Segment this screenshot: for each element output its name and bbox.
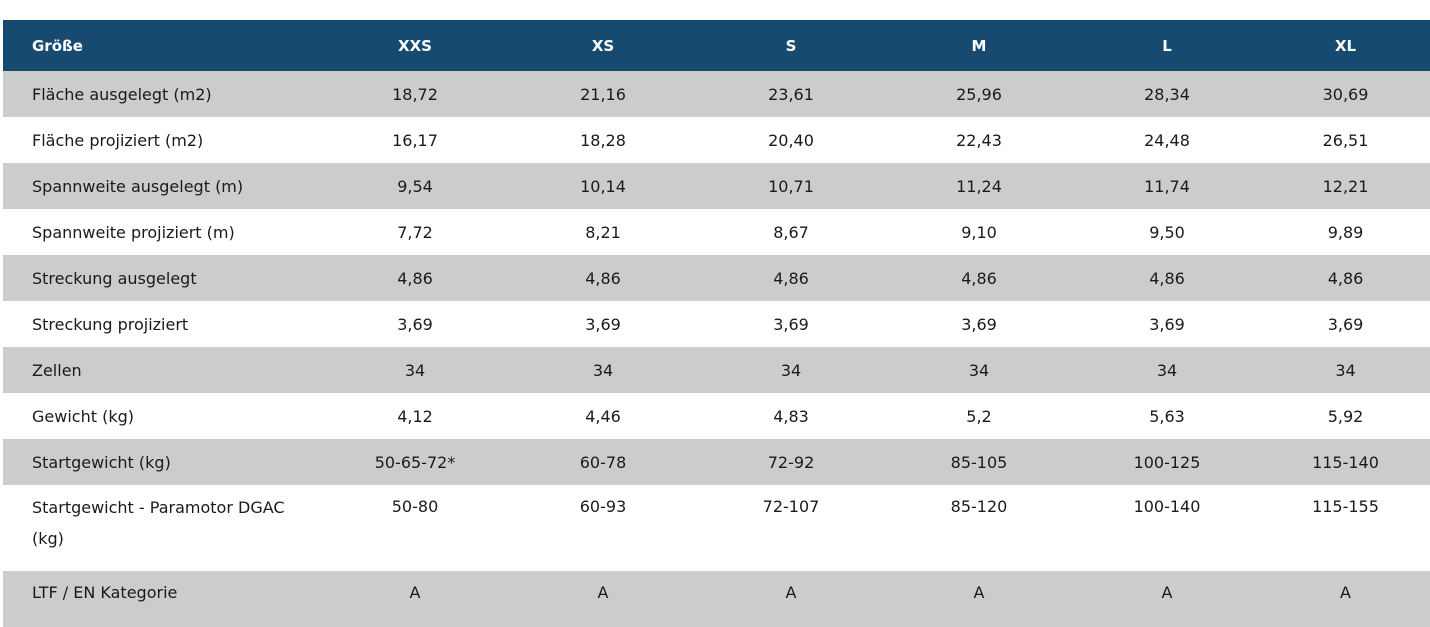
table-cell: 16,17 [392,130,438,150]
table-cell: 10,14 [580,176,626,196]
row-label: Gewicht (kg) [32,406,134,426]
table-cell: 25,96 [956,84,1002,104]
table-cell: 18,72 [392,84,438,104]
header-size-xs: XS [591,36,615,55]
table-cell: 4,83 [773,406,809,426]
header-size-l: L [1162,36,1172,55]
table-cell: 20,40 [768,130,814,150]
table-cell: 3,69 [1149,314,1185,334]
table-row: Streckung ausgelegt 4,86 4,86 4,86 4,86 … [3,255,1430,301]
row-label: Streckung ausgelegt [32,268,197,288]
table-cell: A [409,583,421,602]
table-cell: 22,43 [956,130,1002,150]
table-cell: A [597,583,609,602]
table-cell: 11,74 [1144,176,1190,196]
header-size-m: M [971,36,987,55]
table-cell: 60-78 [579,452,627,472]
row-label: LTF / EN Kategorie [32,583,178,602]
table-cell: 12,21 [1322,176,1369,196]
row-label: Startgewicht - Paramotor DGAC (kg) [32,498,285,548]
table-row: Fläche projiziert (m2) 16,17 18,28 20,40… [3,117,1430,163]
row-label: Zellen [32,360,82,380]
table-cell: 21,16 [580,84,626,104]
table-cell: 9,89 [1327,222,1364,242]
table-cell: 26,51 [1322,130,1369,150]
table-cell: 30,69 [1322,84,1369,104]
table-cell: 23,61 [768,84,814,104]
table-cell: 3,69 [1327,314,1364,334]
table-cell: 72-107 [762,497,820,516]
row-label: Spannweite projiziert (m) [32,222,235,242]
table-row: Streckung projiziert 3,69 3,69 3,69 3,69… [3,301,1430,347]
table-row: Fläche ausgelegt (m2) 18,72 21,16 23,61 … [3,71,1430,117]
table-cell: 34 [404,360,426,380]
table-cell: A [973,583,985,602]
table-cell: 11,24 [956,176,1002,196]
table-cell: A [1161,583,1173,602]
table-cell: 10,71 [768,176,814,196]
table-cell: 8,67 [773,222,809,242]
table-cell: 34 [1156,360,1178,380]
table-cell: 3,69 [961,314,997,334]
table-cell: 4,46 [585,406,621,426]
table-cell: 5,2 [966,406,992,426]
table-row: Startgewicht (kg) 50-65-72* 60-78 72-92 … [3,439,1430,485]
table-cell: 9,54 [397,176,433,196]
table-row: LTF / EN Kategorie A A A A A A [3,571,1430,627]
table-cell: 4,86 [773,268,809,288]
table-cell: 100-140 [1133,497,1201,516]
table-cell: 85-105 [950,452,1008,472]
table-cell: 5,92 [1327,406,1364,426]
row-label: Startgewicht (kg) [32,452,171,472]
table-row: Gewicht (kg) 4,12 4,46 4,83 5,2 5,63 5,9… [3,393,1430,439]
row-label: Spannweite ausgelegt (m) [32,176,244,196]
table-cell: 34 [592,360,614,380]
table-cell: A [1340,583,1351,602]
table-cell: 3,69 [397,314,433,334]
table-cell: 4,86 [1149,268,1185,288]
table-row: Spannweite projiziert (m) 7,72 8,21 8,67… [3,209,1430,255]
table-cell: 7,72 [397,222,433,242]
table-cell: 9,50 [1149,222,1185,242]
row-label: Fläche projiziert (m2) [32,130,204,150]
table-cell: 60-93 [579,497,627,516]
table-row: Zellen 34 34 34 34 34 34 [3,347,1430,393]
table-cell: 34 [780,360,802,380]
table-cell: 34 [1335,360,1356,380]
table-cell: 50-80 [391,497,439,516]
table-cell: 3,69 [773,314,809,334]
table-cell: 9,10 [961,222,997,242]
table-cell: 18,28 [580,130,626,150]
table-cell: 50-65-72* [374,452,456,472]
size-spec-table: Größe XXS XS S M L XL Fläche ausgelegt (… [3,20,1430,627]
table-cell: 115-155 [1312,497,1379,516]
table-cell: 72-92 [767,452,815,472]
table-cell: 115-140 [1312,452,1379,472]
table-header-row: Größe XXS XS S M L XL [3,20,1430,71]
table-cell: 4,12 [397,406,433,426]
header-size-label: Größe [32,36,83,55]
header-size-s: S [785,36,797,55]
table-cell: 85-120 [950,497,1008,516]
table-cell: 5,63 [1149,406,1185,426]
table-cell: 4,86 [397,268,433,288]
table-cell: 28,34 [1144,84,1190,104]
table-cell: 24,48 [1144,130,1190,150]
table-cell: 4,86 [1327,268,1364,288]
table-row: Spannweite ausgelegt (m) 9,54 10,14 10,7… [3,163,1430,209]
table-cell: 100-125 [1133,452,1201,472]
table-cell: 4,86 [961,268,997,288]
row-label: Streckung projiziert [32,314,189,334]
table-cell: 34 [968,360,990,380]
header-size-xxs: XXS [398,36,432,55]
row-label: Fläche ausgelegt (m2) [32,84,212,104]
table-cell: 8,21 [585,222,621,242]
table-row: Startgewicht - Paramotor DGAC (kg) 50-80… [3,485,1430,571]
table-cell: 4,86 [585,268,621,288]
table-cell: A [785,583,797,602]
table-cell: 3,69 [585,314,621,334]
header-size-xl: XL [1334,36,1357,55]
